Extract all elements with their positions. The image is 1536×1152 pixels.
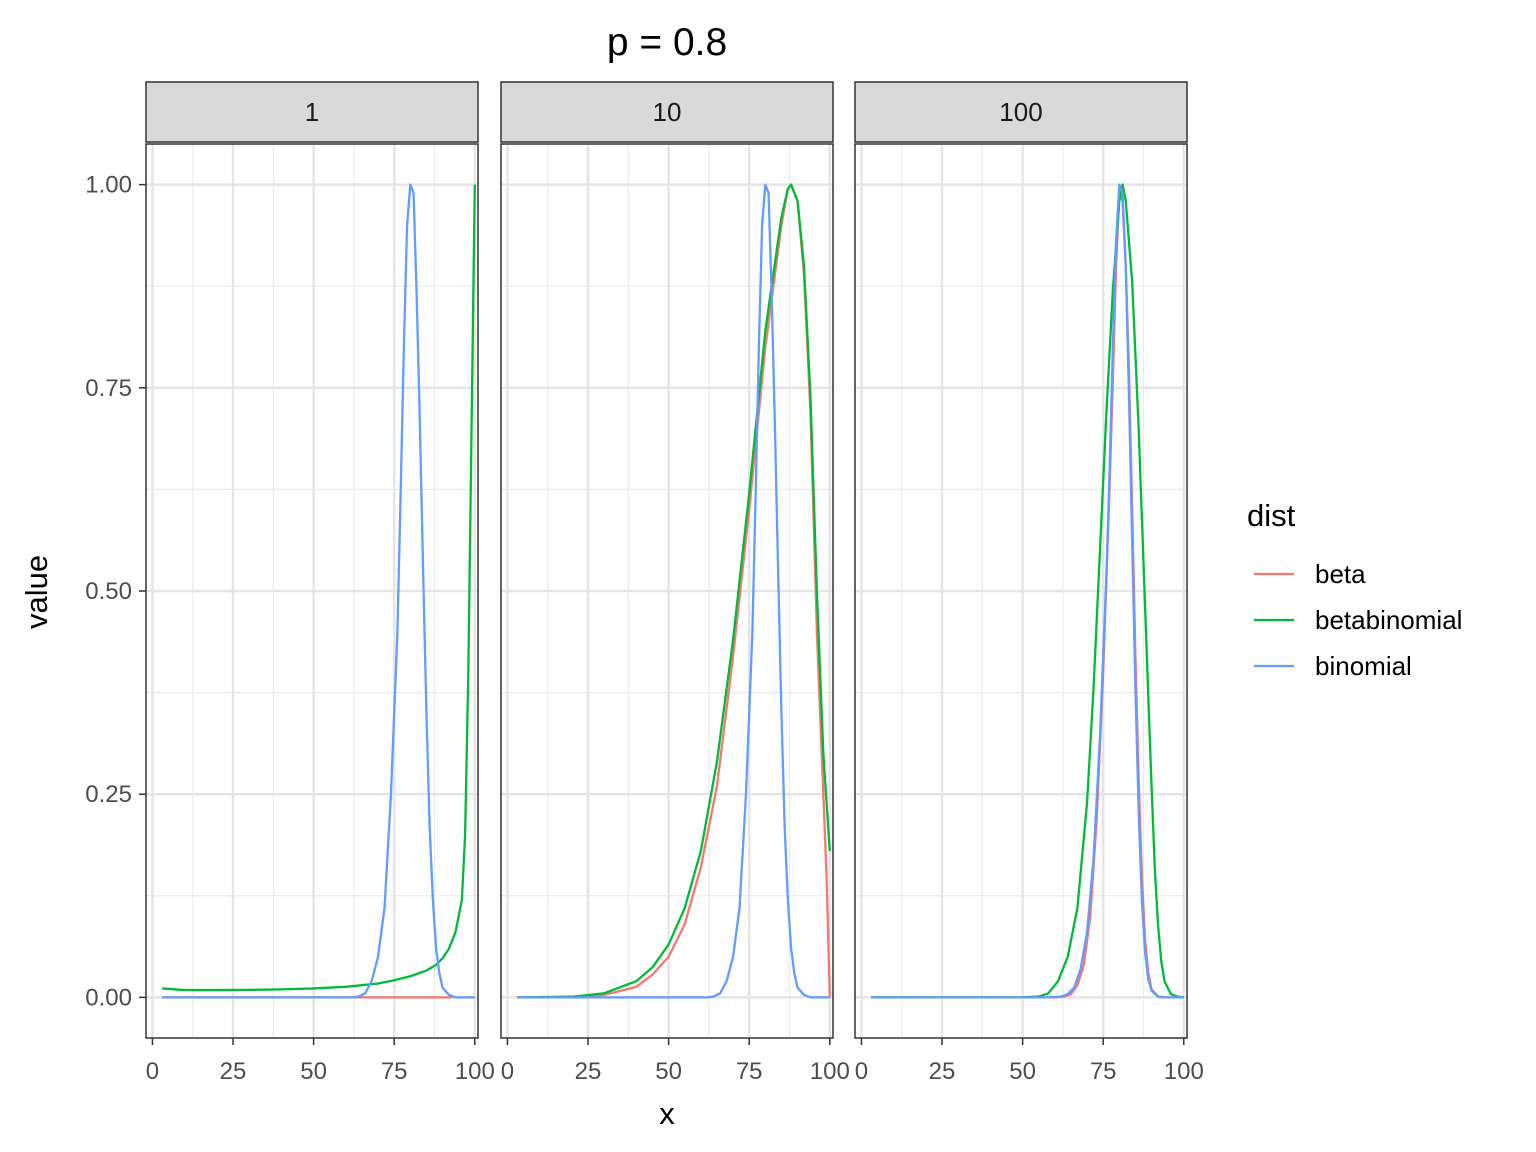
x-tick-label: 25 — [220, 1058, 247, 1085]
facet-panel-1: 1 0 25 50 75 100 — [145, 81, 495, 1085]
x-tick-label: 100 — [810, 1058, 850, 1085]
y-tick-label: 1.00 — [85, 172, 132, 199]
facet-strip-label: 10 — [653, 97, 682, 127]
legend-label-binomial: binomial — [1315, 651, 1412, 681]
series-line-binomial — [871, 183, 1184, 999]
facet-strip — [500, 81, 834, 143]
x-tick-label: 25 — [575, 1058, 602, 1085]
y-tick-label: 0.50 — [85, 578, 132, 605]
facet-strip-label: 100 — [999, 97, 1042, 127]
series-line-binomial — [517, 183, 830, 999]
x-tick-label: 0 — [501, 1058, 514, 1085]
legend-title: dist — [1247, 498, 1296, 533]
series-line-binomial — [162, 183, 475, 999]
x-tick-label: 50 — [300, 1058, 327, 1085]
series-line-betabinomial — [162, 184, 476, 992]
y-tick-label: 0.00 — [85, 984, 132, 1011]
y-tick-label: 0.25 — [85, 781, 132, 808]
facet-strip-label: 1 — [305, 97, 319, 127]
y-tick-label: 0.75 — [85, 375, 132, 402]
x-tick-label: 100 — [455, 1058, 495, 1085]
x-tick-label: 0 — [855, 1058, 868, 1085]
x-tick-label: 50 — [1009, 1058, 1036, 1085]
panel-border — [854, 143, 1188, 1039]
x-tick-label: 0 — [146, 1058, 159, 1085]
chart-title: p = 0.8 — [607, 21, 727, 64]
x-tick-label: 100 — [1164, 1058, 1204, 1085]
facet-strip — [145, 81, 479, 143]
x-axis-title: x — [659, 1096, 675, 1131]
y-axis-title: value — [19, 555, 54, 629]
legend: dist beta betabinomial binomial — [1247, 498, 1462, 681]
x-tick-label: 75 — [1090, 1058, 1117, 1085]
y-axis: 0.00 0.25 0.50 0.75 1.00 — [85, 172, 146, 1011]
facet-panel-10: 100 25 50 75 100 — [500, 81, 850, 1085]
x-tick-label: 50 — [655, 1058, 682, 1085]
facet-strip — [854, 81, 1188, 143]
series-line-betabinomial — [517, 183, 831, 999]
panel-border — [500, 143, 834, 1039]
x-tick-label: 25 — [929, 1058, 956, 1085]
x-tick-label: 75 — [381, 1058, 408, 1085]
x-tick-label: 75 — [736, 1058, 763, 1085]
legend-label-beta: beta — [1315, 559, 1366, 589]
legend-label-betabinomial: betabinomial — [1315, 605, 1462, 635]
facet-panel-100: 100 0 25 50 75 100 — [854, 81, 1204, 1085]
